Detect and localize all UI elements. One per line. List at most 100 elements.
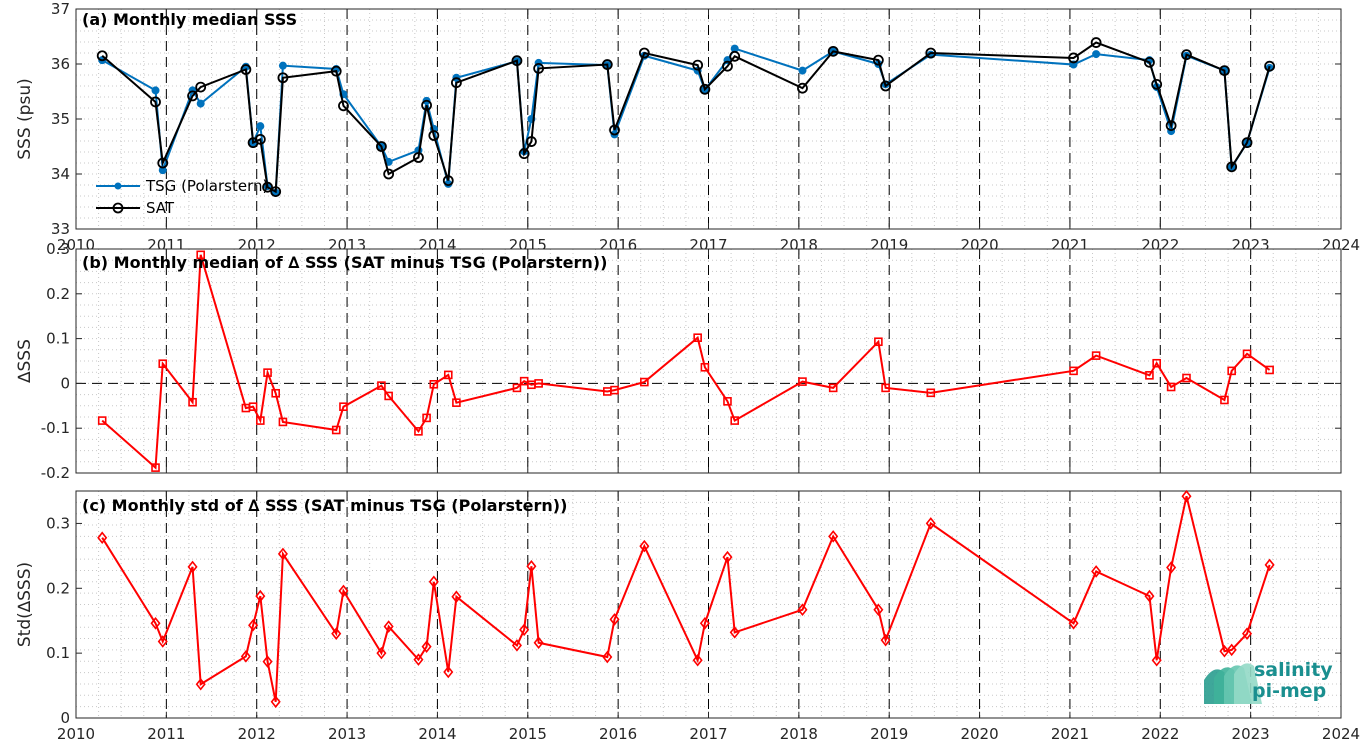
data-point [331, 627, 342, 640]
data-point [534, 379, 543, 388]
data-point [330, 65, 342, 77]
data-point [255, 589, 266, 603]
x-tick-label: 2013 [328, 725, 366, 743]
data-point [1145, 371, 1154, 380]
data-point [1144, 589, 1155, 603]
data-point [96, 50, 108, 62]
legend-label: SAT [146, 199, 175, 217]
data-point [880, 80, 891, 92]
x-tick-label: 2017 [689, 725, 727, 743]
data-point [1241, 137, 1253, 149]
data-point [519, 623, 530, 637]
data-point [443, 370, 453, 380]
data-point [270, 695, 281, 709]
data-point [339, 402, 348, 411]
data-point [451, 590, 462, 603]
x-tick-label: 2018 [780, 725, 818, 743]
legend-marker [114, 182, 122, 190]
data-point [926, 388, 936, 398]
data-point [722, 550, 733, 564]
data-point [1068, 617, 1079, 630]
data-point [640, 377, 649, 387]
x-tick-label: 2022 [1141, 725, 1179, 743]
data-point [254, 133, 266, 145]
data-point [880, 633, 891, 647]
data-point [383, 168, 395, 180]
data-point [157, 635, 168, 648]
panel-title: (c) Monthly std of ∆ SSS (SAT minus TSG … [82, 496, 567, 515]
data-point [97, 531, 108, 544]
data-point [338, 584, 349, 598]
y-tick-label: 0.1 [46, 644, 70, 662]
y-tick-label: 34 [51, 165, 70, 183]
y-axis-label: SSS (psu) [15, 78, 35, 159]
y-tick-label: 0.2 [46, 579, 70, 597]
data-point [729, 50, 741, 62]
data-point [518, 148, 530, 160]
year-separators [165, 9, 1252, 229]
data-point [187, 90, 198, 102]
data-point [798, 377, 807, 386]
data-point [413, 653, 424, 666]
data-point [248, 618, 259, 632]
data-point [1226, 161, 1238, 173]
series-markers [96, 37, 1276, 198]
data-point [151, 86, 160, 95]
data-point [442, 175, 454, 187]
data-point [443, 665, 454, 679]
series-markers [97, 250, 1274, 472]
data-point [526, 136, 537, 147]
legend: TSG (Polarstern) SAT [96, 177, 268, 217]
x-tick-label: 2023 [1232, 725, 1270, 743]
x-tick-label: 2015 [509, 725, 547, 743]
x-tick-label: 2014 [418, 725, 456, 743]
data-point [376, 646, 387, 660]
data-point [1069, 366, 1078, 376]
data-point [1181, 489, 1192, 503]
series-line-panel-3 [101, 495, 1271, 702]
data-point [601, 59, 613, 70]
x-tick-label: 2020 [960, 725, 998, 743]
data-point [414, 427, 423, 436]
logo-text-line2: pi-mep [1252, 680, 1326, 702]
y-tick-label: 0.1 [46, 330, 70, 348]
data-point [827, 45, 839, 57]
y-tick-label: 0 [60, 374, 70, 392]
data-point [248, 402, 258, 411]
data-point [1220, 395, 1229, 405]
data-point [1226, 643, 1237, 657]
data-point [610, 385, 619, 395]
data-point [1264, 60, 1276, 72]
data-point [692, 59, 704, 71]
data-point [602, 650, 613, 664]
data-point [1091, 351, 1101, 360]
data-point [1151, 653, 1162, 667]
data-point [422, 413, 431, 423]
data-point [1144, 56, 1155, 68]
data-point [157, 157, 169, 169]
chart-panels: 33 34 35 36 37 2010 2011 2012 2013 2014 2015 2016 20… [15, 0, 1360, 743]
data-point [262, 655, 273, 668]
data-point [1166, 382, 1176, 392]
data-point [798, 66, 807, 75]
data-point [730, 416, 740, 425]
data-point [150, 96, 161, 108]
data-point [1265, 365, 1274, 375]
data-point [428, 130, 440, 141]
data-point [240, 650, 251, 663]
y-tick-label: 0.3 [46, 514, 70, 532]
series-line-sat [101, 41, 1271, 194]
data-point [797, 603, 808, 616]
data-point [376, 141, 387, 152]
data-point [1152, 358, 1161, 368]
y-axis-label: Std(∆SSS) [15, 562, 35, 647]
data-point [413, 152, 424, 163]
data-point [511, 639, 522, 652]
data-point [533, 636, 544, 650]
data-point [151, 463, 160, 472]
x-tick-label: 2019 [870, 725, 908, 743]
data-point [377, 381, 386, 390]
data-point [1092, 50, 1101, 59]
data-point [256, 122, 265, 131]
data-point [338, 100, 349, 112]
